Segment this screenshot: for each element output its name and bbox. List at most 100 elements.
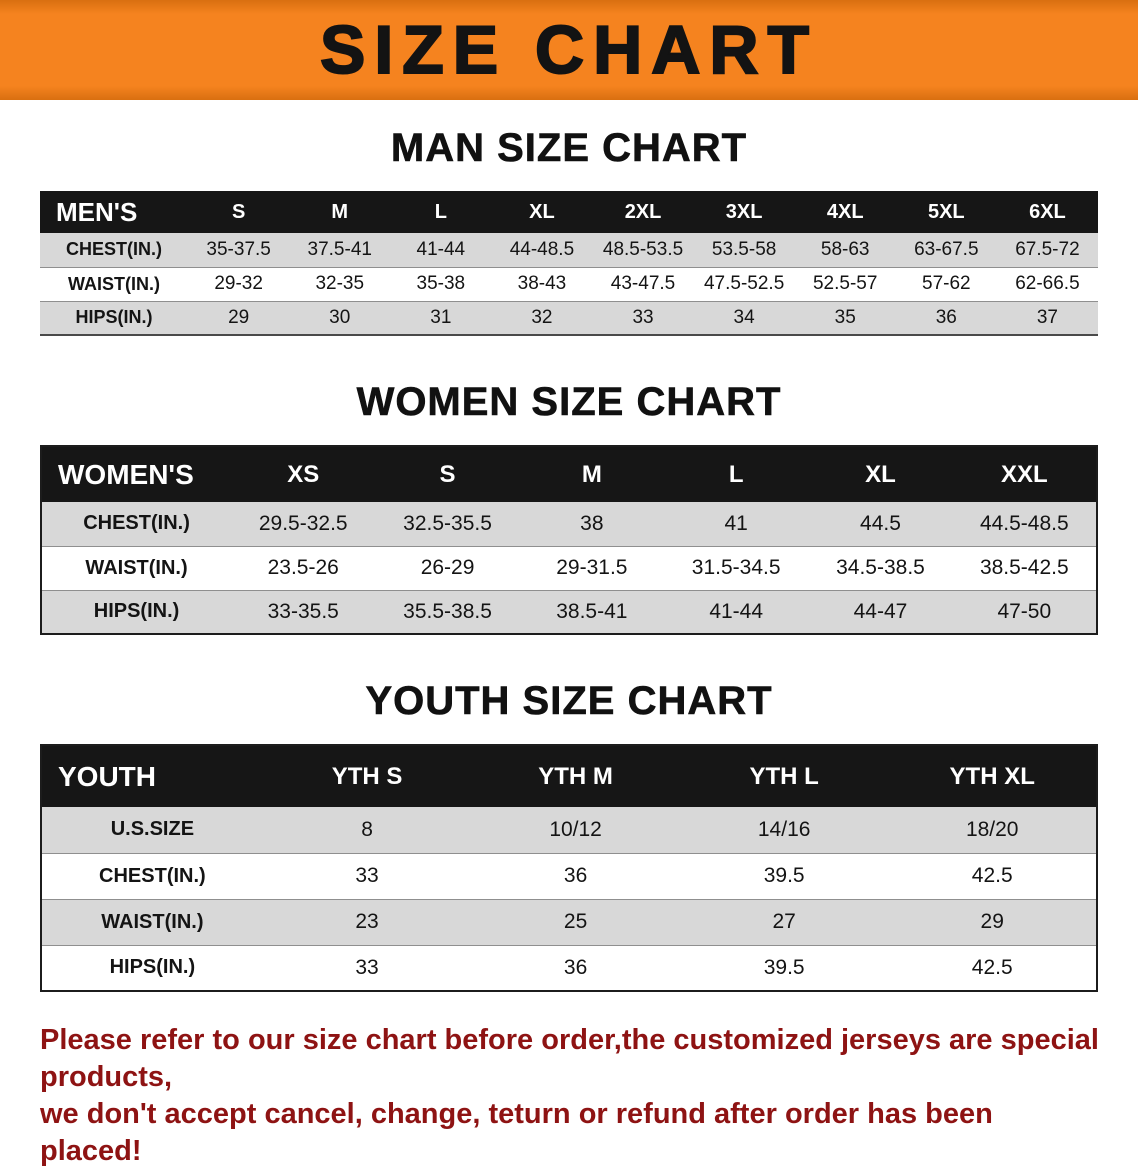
row-label-cell: CHEST(IN.): [99, 864, 206, 887]
row-label-cell: WAIST(IN.): [101, 910, 204, 933]
value-cell: 41: [724, 511, 748, 535]
size-header-cell: YTH M: [538, 762, 613, 790]
size-header-cell: 6XL: [1029, 200, 1066, 223]
value-cell: 36: [563, 864, 588, 887]
value-cell: 42.5: [971, 955, 1013, 979]
value-cell: 41-44: [709, 599, 764, 623]
size-header-cell: XS: [287, 460, 320, 488]
value-cell: 41-44: [416, 238, 466, 260]
value-cell: 36: [935, 306, 957, 328]
disclaimer-line-1: Please refer to our size chart before or…: [40, 1024, 1099, 1094]
men-size-table: MEN'S S M L XL 2XL 3XL 4XL 5XL 6XL CHEST(IN.) 35-37…: [40, 191, 1098, 336]
value-cell: 8: [361, 817, 373, 841]
value-cell: 38: [580, 511, 604, 535]
table-row: CHEST(IN.) 35-37.5 37.5-41 41-44 44-48.5 48.5…: [40, 233, 1098, 267]
size-header-cell: YTH S: [331, 762, 403, 790]
size-header-cell: 4XL: [826, 200, 864, 223]
size-header-cell: L: [728, 460, 744, 488]
table-row: WAIST(IN.) 23 25 27 29: [41, 899, 1097, 945]
women-section-heading: WOMEN SIZE CHART: [356, 380, 782, 425]
table-row: HIPS(IN.) 33-35.5 35.5-38.5 38.5-41 41-44 44-…: [41, 590, 1097, 634]
women-section: WOMEN SIZE CHART WOMEN'S XS S M L XL XXL CHEST(…: [0, 380, 1138, 635]
value-cell: 29: [228, 306, 250, 328]
size-header-cell: XL: [529, 200, 555, 223]
banner: SIZE CHART: [0, 0, 1138, 100]
value-cell: 32: [531, 306, 553, 328]
value-cell: 35-37.5: [206, 238, 271, 260]
value-cell: 39.5: [763, 955, 805, 979]
row-label-cell: CHEST(IN.): [83, 512, 190, 535]
table-row: WAIST(IN.) 23.5-26 26-29 29-31.5 31.5-34.5 34…: [41, 546, 1097, 590]
row-label-cell: CHEST(IN.): [66, 239, 163, 260]
value-cell: 62-66.5: [1015, 273, 1080, 294]
size-header-cell: S: [439, 460, 456, 488]
size-header-cell: XXL: [1000, 460, 1048, 488]
value-cell: 57-62: [922, 273, 971, 294]
value-cell: 31: [430, 306, 452, 328]
value-cell: 44.5-48.5: [979, 511, 1069, 535]
value-cell: 48.5-53.5: [602, 238, 684, 260]
value-cell: 18/20: [965, 817, 1019, 841]
size-header-cell: YTH XL: [949, 762, 1035, 790]
value-cell: 23.5-26: [267, 556, 339, 579]
table-title-cell: YOUTH: [58, 760, 156, 792]
size-header-cell: 2XL: [624, 200, 662, 223]
men-section: MAN SIZE CHART MEN'S S M L XL 2XL 3XL 4XL 5XL 6XL…: [0, 126, 1138, 336]
value-cell: 63-67.5: [914, 238, 979, 260]
value-cell: 38-43: [517, 273, 567, 294]
youth-section: YOUTH SIZE CHART YOUTH YTH S YTH M YTH L YTH…: [0, 679, 1138, 992]
value-cell: 32.5-35.5: [403, 511, 492, 535]
value-cell: 35: [834, 306, 856, 328]
row-label-cell: U.S.SIZE: [110, 818, 195, 841]
value-cell: 58-63: [820, 238, 870, 260]
size-header-cell: 5XL: [927, 200, 965, 223]
value-cell: 33-35.5: [267, 599, 339, 623]
table-row: HIPS(IN.) 29 30 31 32 33 34 35 36 37: [40, 301, 1098, 335]
value-cell: 29-32: [214, 273, 263, 294]
table-header-row: MEN'S S M L XL 2XL 3XL 4XL 5XL 6XL: [40, 191, 1098, 233]
row-label-cell: WAIST(IN.): [68, 273, 161, 294]
value-cell: 38.5-41: [556, 599, 628, 623]
value-cell: 14/16: [757, 817, 811, 841]
size-header-cell: 3XL: [725, 200, 763, 223]
value-cell: 26-29: [420, 556, 475, 579]
value-cell: 33: [355, 864, 379, 887]
value-cell: 34.5-38.5: [836, 556, 925, 579]
value-cell: 32-35: [315, 273, 365, 294]
size-header-cell: S: [231, 200, 246, 223]
row-label-cell: HIPS(IN.): [93, 600, 180, 623]
page-title: SIZE CHART: [319, 11, 818, 89]
table-row: U.S.SIZE 8 10/12 14/16 18/20: [41, 807, 1097, 853]
value-cell: 39.5: [763, 864, 805, 887]
value-cell: 34: [733, 306, 755, 328]
youth-size-table: YOUTH YTH S YTH M YTH L YTH XL U.S.SIZE 8 10/12…: [40, 744, 1098, 992]
value-cell: 33: [355, 955, 379, 979]
value-cell: 37: [1036, 306, 1058, 328]
value-cell: 29-31.5: [556, 556, 628, 579]
value-cell: 35-38: [416, 273, 466, 294]
table-header-row: WOMEN'S XS S M L XL XXL: [41, 446, 1097, 502]
value-cell: 29: [980, 910, 1004, 933]
size-header-cell: YTH L: [749, 762, 819, 790]
table-title-cell: WOMEN'S: [58, 458, 194, 490]
row-label-cell: HIPS(IN.): [109, 956, 196, 979]
youth-section-heading: YOUTH SIZE CHART: [365, 679, 773, 724]
value-cell: 44-47: [853, 599, 908, 623]
table-row: HIPS(IN.) 33 36 39.5 42.5: [41, 945, 1097, 991]
table-row: CHEST(IN.) 33 36 39.5 42.5: [41, 853, 1097, 899]
value-cell: 23: [355, 910, 379, 933]
size-header-cell: M: [581, 460, 602, 488]
size-header-cell: L: [434, 200, 447, 223]
value-cell: 53.5-58: [711, 238, 777, 260]
women-size-table: WOMEN'S XS S M L XL XXL CHEST(IN.) 29.5-32.5 32.5…: [40, 445, 1098, 635]
value-cell: 35.5-38.5: [403, 599, 492, 623]
value-cell: 44-48.5: [509, 238, 575, 260]
disclaimer: Please refer to our size chart before or…: [40, 1022, 1100, 1170]
value-cell: 42.5: [971, 864, 1013, 887]
size-header-cell: M: [331, 200, 349, 223]
value-cell: 27: [772, 910, 796, 933]
value-cell: 30: [329, 306, 351, 328]
value-cell: 43-47.5: [610, 273, 676, 294]
value-cell: 38.5-42.5: [979, 556, 1069, 579]
